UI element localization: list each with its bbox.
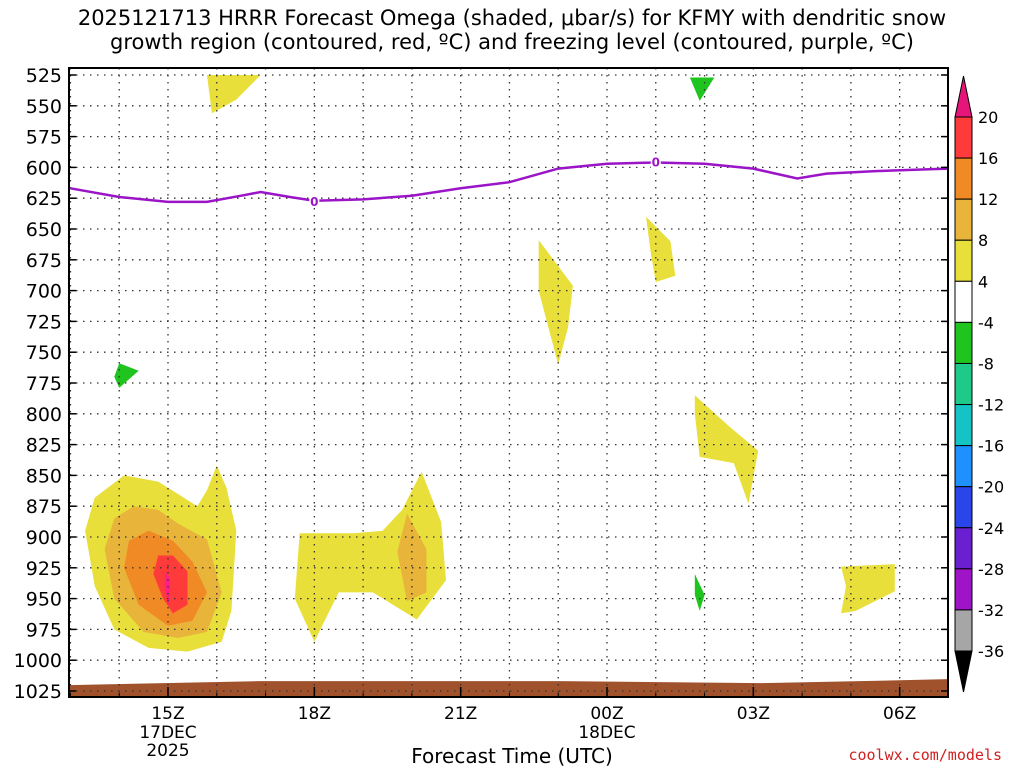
omega-region-4 xyxy=(646,216,676,282)
y-tick-label-550: 550 xyxy=(26,96,62,118)
colorbar-label--20: -20 xyxy=(978,478,1004,497)
colorbar-swatch-4 xyxy=(954,239,973,282)
colorbar-swatch--20 xyxy=(954,445,973,488)
colorbar-label-4: 4 xyxy=(978,272,988,291)
colorbar-swatch--12 xyxy=(954,362,973,406)
colorbar-swatch--16 xyxy=(954,404,973,447)
x-axis-title: Forecast Time (UTC) xyxy=(411,744,613,768)
y-tick-label-825: 825 xyxy=(26,435,62,457)
colorbar-swatch--8 xyxy=(954,321,973,364)
y-tick-label-875: 875 xyxy=(26,496,62,518)
attribution-link[interactable]: coolwx.com/models xyxy=(848,746,1002,764)
freezing-level: 00 xyxy=(70,154,949,209)
y-tick-label-525: 525 xyxy=(26,65,62,87)
y-tick-label-950: 950 xyxy=(26,589,62,611)
colorbar-label--36: -36 xyxy=(978,642,1004,661)
y-tick-label-900: 900 xyxy=(26,527,62,549)
freezing-label-bg-1 xyxy=(650,154,661,169)
colorbar: 20 16 12 8 4 -4 -8 -12 -16 -20 -24 -28 -32 -36 xyxy=(954,75,1004,693)
chart-title-line2: growth region (contoured, red, ºC) and f… xyxy=(110,30,914,54)
colorbar-label--32: -32 xyxy=(978,601,1004,620)
colorbar-label-12: 12 xyxy=(978,190,998,209)
freezing-level-label-0: 0 xyxy=(310,195,318,209)
surface-ground xyxy=(69,679,948,697)
colorbar-label-16: 16 xyxy=(978,149,998,168)
x-tick-label-06Z: 06Z xyxy=(883,704,916,724)
omega-region-14 xyxy=(164,571,171,605)
y-tick-label-575: 575 xyxy=(26,127,62,149)
colorbar-top-arrow xyxy=(954,75,973,118)
y-tick-label-775: 775 xyxy=(26,373,62,395)
colorbar-swatch--28 xyxy=(954,527,973,570)
colorbar-bottom-arrow xyxy=(954,650,973,693)
colorbar-swatch--4 xyxy=(954,280,973,323)
colorbar-swatch-12 xyxy=(954,157,973,200)
omega-region-13 xyxy=(153,555,188,614)
y-tick-label-925: 925 xyxy=(26,558,62,580)
omega-region-16 xyxy=(397,513,427,602)
omega-shading xyxy=(85,75,895,652)
omega-region-17 xyxy=(460,454,603,636)
freezing-label-bg-0 xyxy=(309,193,320,208)
colorbar-label--8: -8 xyxy=(978,354,994,373)
chart-title: 2025121713 HRRR Forecast Omega (shaded, … xyxy=(0,6,1024,54)
chart-title-line1: 2025121713 HRRR Forecast Omega (shaded, … xyxy=(77,6,947,30)
x-tick-label-03Z: 03Z xyxy=(737,704,770,724)
x-tick-year-15Z: 2025 xyxy=(146,741,189,761)
colorbar-label--24: -24 xyxy=(978,519,1004,538)
x-tick-date-00Z: 18DEC xyxy=(578,723,635,743)
freezing-level-line xyxy=(70,161,949,204)
colorbar-label--16: -16 xyxy=(978,437,1004,456)
y-tick-label-700: 700 xyxy=(26,281,62,303)
y-tick-label-675: 675 xyxy=(26,250,62,272)
y-tick-label-850: 850 xyxy=(26,465,62,487)
omega-region-9 xyxy=(694,395,759,504)
surface-layer xyxy=(69,679,948,697)
x-tick-label-15Z: 15Z xyxy=(151,704,184,724)
x-tick-label-21Z: 21Z xyxy=(444,704,477,724)
y-tick-label-1000: 1000 xyxy=(14,650,62,672)
y-tick-label-725: 725 xyxy=(26,311,62,333)
y-tick-label-800: 800 xyxy=(26,404,62,426)
y-tick-label-1025: 1025 xyxy=(14,681,62,703)
colorbar-label--4: -4 xyxy=(978,313,994,332)
colorbar-label-8: 8 xyxy=(978,231,988,250)
colorbar-swatch-16 xyxy=(954,116,973,159)
x-tick-label-18Z: 18Z xyxy=(298,704,331,724)
colorbar-label--12: -12 xyxy=(978,396,1004,415)
x-tick-date-15Z: 17DEC xyxy=(139,723,196,743)
colorbar-label--28: -28 xyxy=(978,560,1004,579)
omega-region-18 xyxy=(611,481,725,648)
omega-region-3 xyxy=(689,77,715,101)
omega-region-20 xyxy=(841,564,895,614)
colorbar-swatch-8 xyxy=(954,198,973,241)
y-tick-label-750: 750 xyxy=(26,342,62,364)
colorbar-label-20: 20 xyxy=(978,108,998,127)
freezing-level-label-1: 0 xyxy=(652,155,660,169)
colorbar-swatch--36 xyxy=(954,609,973,652)
y-tick-label-625: 625 xyxy=(26,188,62,210)
y-tick-label-975: 975 xyxy=(26,619,62,641)
x-tick-label-00Z: 00Z xyxy=(590,704,623,724)
omega-region-1 xyxy=(553,75,588,100)
omega-region-7 xyxy=(94,220,256,451)
y-tick-label-650: 650 xyxy=(26,219,62,241)
omega-region-6 xyxy=(743,253,764,310)
y-axis: 525 550 575 600 625 650 675 700 725 750 775 800 825 8… xyxy=(14,65,948,703)
omega-region-5 xyxy=(538,240,573,365)
colorbar-swatch--32 xyxy=(954,568,973,611)
omega-region-0 xyxy=(207,75,261,114)
omega-region-8 xyxy=(114,363,139,388)
omega-region-19 xyxy=(694,574,705,611)
colorbar-swatch--24 xyxy=(954,486,973,529)
y-tick-label-600: 600 xyxy=(26,157,62,179)
